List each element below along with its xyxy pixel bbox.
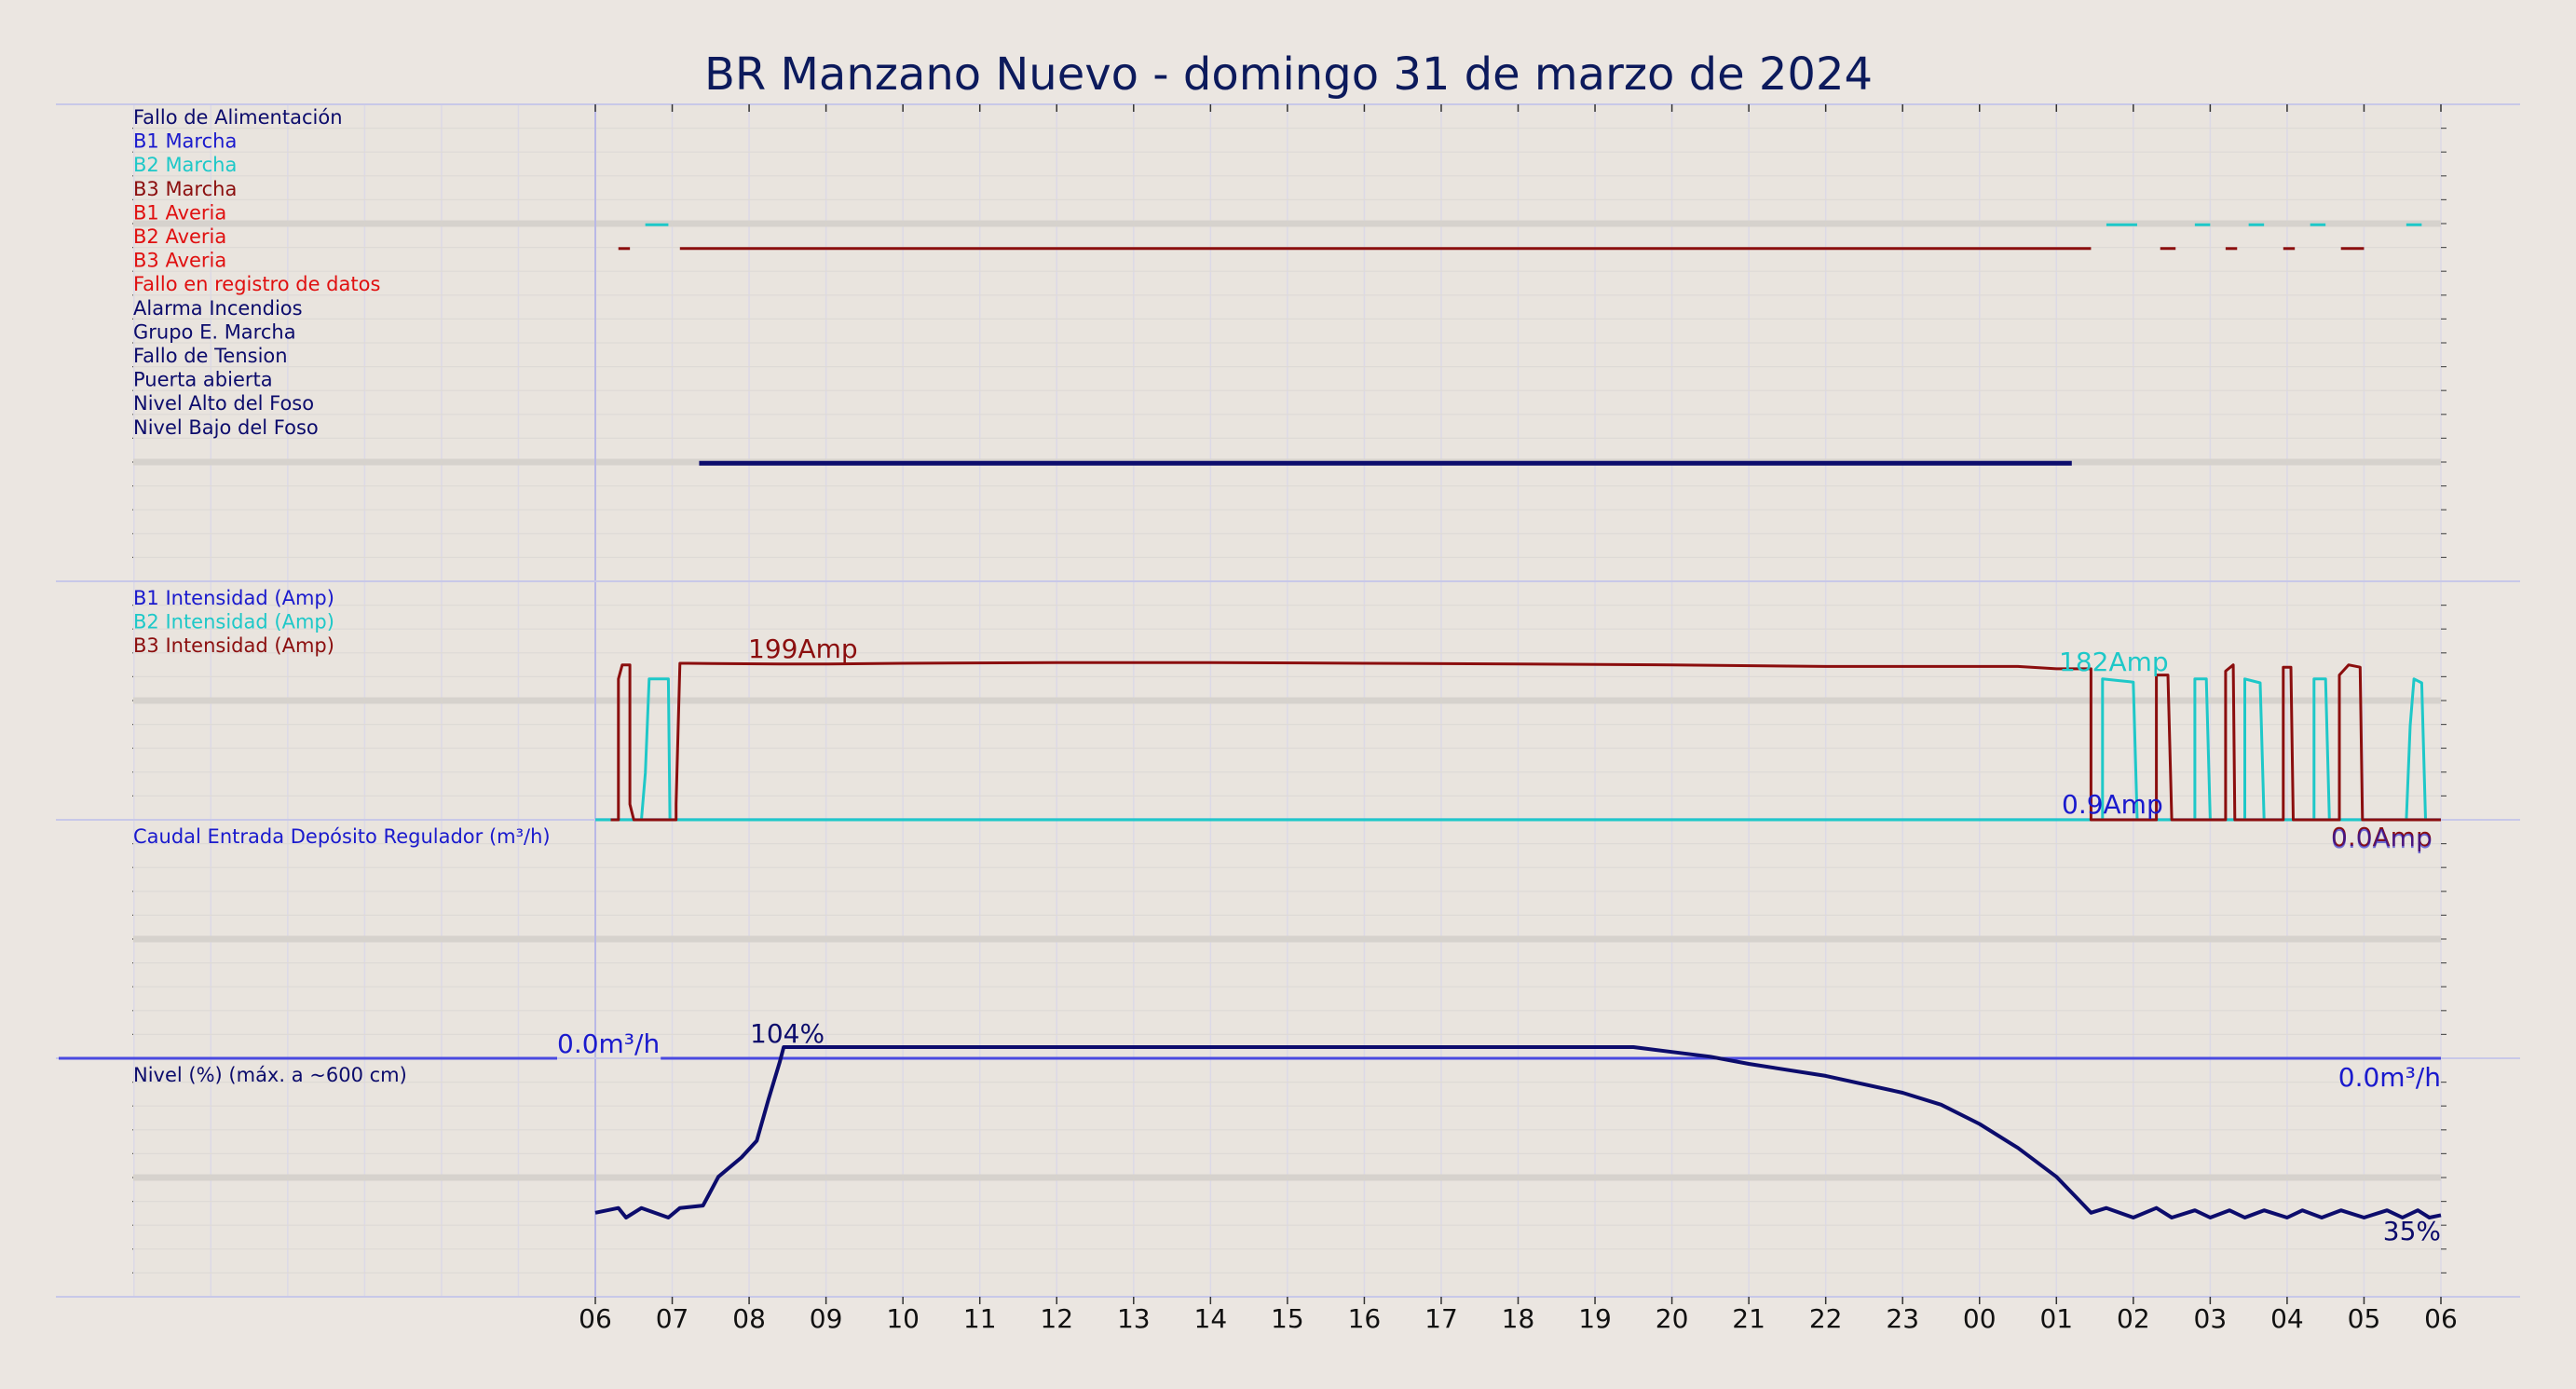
x-tick-label: 04 [2270,1303,2304,1334]
intensity-label: B1 Intensidad (Amp) [133,587,334,609]
x-tick-label: 19 [1578,1303,1612,1334]
level-line [594,1045,2442,1219]
status-label: B1 Marcha [133,130,237,153]
b3-max-annotation: 199Amp [748,633,858,664]
x-tick-label: 05 [2348,1303,2381,1334]
x-tick-label: 13 [1117,1303,1151,1334]
x-tick-label: 15 [1271,1303,1304,1334]
x-tick-label: 23 [1886,1303,1919,1334]
x-tick-label: 06 [579,1303,612,1334]
x-tick-label: 11 [963,1303,997,1334]
x-tick-label: 10 [886,1303,920,1334]
x-tick-label: 07 [656,1303,689,1334]
flow-label: Caudal Entrada Depósito Regulador (m³/h) [133,825,551,848]
status-label: Grupo E. Marcha [133,320,296,343]
end-annotation-a: 0.0Amp [2331,822,2433,852]
x-tick-label: 00 [1963,1303,1997,1334]
status-label: Alarma Incendios [133,297,303,320]
x-tick-label: 02 [2117,1303,2150,1334]
x-tick-label: 12 [1040,1303,1073,1334]
b2-last-annotation: 182Amp [2059,647,2169,677]
b3-intensity-line [610,660,2441,822]
x-tick-label: 18 [1502,1303,1535,1334]
status-label: Nivel Bajo del Foso [133,416,319,439]
flow-start-annotation: 0.0m³/h [557,1028,660,1059]
status-label: B2 Averia [133,225,226,248]
x-tick-label: 08 [732,1303,766,1334]
x-tick-label: 17 [1424,1303,1458,1334]
intensity-panel: B1 Intensidad (Amp)B2 Intensidad (Amp)B3… [133,587,2442,854]
level-panel: Nivel (%) (máx. a ~600 cm) 104% 35% [133,1018,2442,1246]
x-tick-label: 20 [1656,1303,1689,1334]
x-tick-label: 09 [810,1303,843,1334]
intensity-label: B3 Intensidad (Amp) [133,634,334,657]
x-tick-label: 16 [1348,1303,1382,1334]
intensity-label: B2 Intensidad (Amp) [133,611,334,633]
level-last-annotation: 35% [2383,1216,2441,1246]
chart-title: BR Manzano Nuevo - domingo 31 de marzo d… [704,48,1873,101]
end-annotation-b: 0.0Amp [2331,824,2433,854]
status-label: B2 Marcha [133,154,237,176]
b1-value-annotation: 0.9Amp [2062,789,2163,820]
status-label: B3 Averia [133,250,226,272]
status-label: Nivel Alto del Foso [133,392,314,415]
x-tick-label: 01 [2039,1303,2073,1334]
x-tick-label: 03 [2194,1303,2228,1334]
status-label: Fallo en registro de datos [133,273,380,295]
x-tick-label: 06 [2424,1303,2458,1334]
status-label: B1 Averia [133,201,226,224]
x-tick-label: 14 [1194,1303,1228,1334]
intensity-series [594,660,2442,822]
level-series [594,1045,2442,1219]
status-label: Fallo de Tension [133,345,288,367]
intensity-labels: B1 Intensidad (Amp)B2 Intensidad (Amp)B3… [133,587,334,657]
status-label: Fallo de Alimentación [133,106,343,129]
status-label: B3 Marcha [133,178,237,200]
flow-end-annotation: 0.0m³/h [2338,1062,2441,1093]
grid [132,103,2447,1298]
status-bars [618,223,2422,466]
x-axis: 06 07 08 09 10 11 12 13 14 15 16 17 18 19 20 21 22 23 00 01… [579,104,2458,1334]
level-label: Nivel (%) (máx. a ~600 cm) [133,1064,407,1086]
x-tick-label: 21 [1732,1303,1765,1334]
flow-panel: Caudal Entrada Depósito Regulador (m³/h)… [59,825,2442,1093]
level-max-annotation: 104% [750,1018,825,1049]
x-tick-label: 22 [1809,1303,1843,1334]
status-label: Puerta abierta [133,369,273,391]
